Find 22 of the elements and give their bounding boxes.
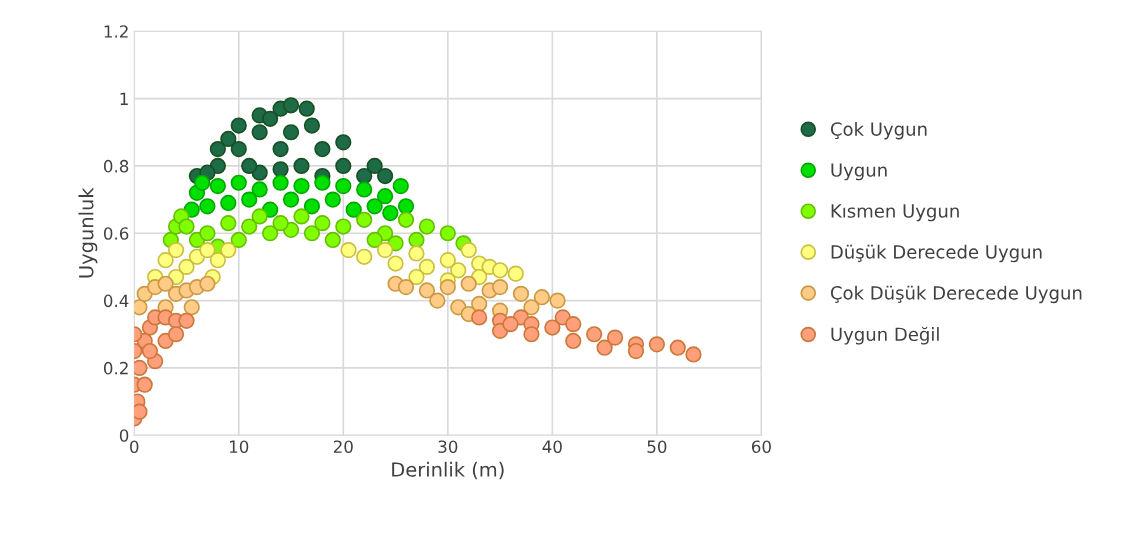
y-tick-label: 1 [120, 92, 128, 105]
x-tick-label: 10 [229, 440, 249, 453]
y-tick-label: 0 [119, 429, 129, 442]
x-tick-label: 0 [130, 440, 139, 453]
legend-label: Uygun Değil [831, 326, 939, 345]
x-tick-label: 20 [333, 440, 353, 453]
x-tick-label: 60 [751, 440, 771, 453]
legend-label: Kısmen Uygun [831, 204, 959, 222]
x-tick-label: 50 [647, 440, 667, 453]
legend-label: Düşük Derecede Uygun [831, 244, 1042, 263]
y-axis-title: Uygunluk [78, 187, 98, 278]
y-tick-label: 0.8 [103, 159, 129, 173]
legend-label: Uygun [831, 163, 887, 181]
legend-label: Çok Uygun [830, 121, 927, 140]
y-tick-label: 0.2 [103, 361, 128, 375]
legend-label: Çok Düşük Derecede Uygun [830, 285, 1082, 304]
x-tick-label: 30 [438, 440, 458, 453]
x-tick-label: 40 [542, 440, 562, 453]
y-tick-label: 0.4 [103, 294, 129, 308]
x-axis-title: Derinlik (m) [392, 461, 504, 480]
y-tick-label: 1.2 [104, 25, 128, 38]
y-tick-label: 0.6 [103, 227, 129, 240]
